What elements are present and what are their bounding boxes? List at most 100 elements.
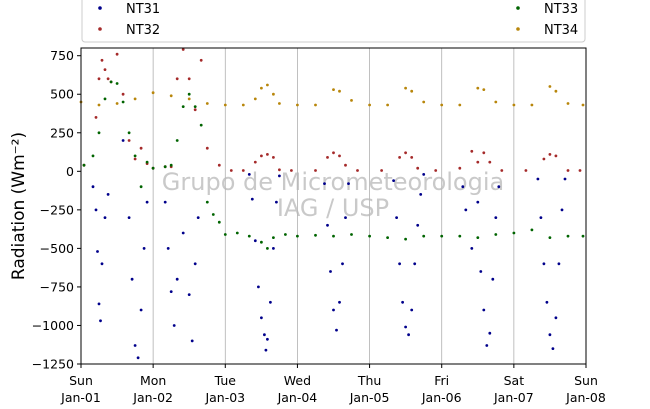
data-point [404, 325, 407, 329]
x-axis: Sun Jan-01 Mon Jan-02 Tue Jan-03 Wed Jan-04 Thu J… [60, 364, 606, 405]
data-point [491, 277, 495, 281]
data-point [205, 200, 209, 204]
data-point [229, 169, 233, 172]
x-tick-day: Sat [504, 373, 525, 388]
data-point [536, 177, 540, 181]
data-point [97, 103, 101, 107]
data-point [548, 236, 552, 240]
data-point [260, 316, 263, 320]
data-point [410, 308, 414, 312]
data-point [169, 163, 173, 167]
data-point [272, 247, 275, 250]
x-tick-date: Jan-01 [60, 390, 101, 405]
data-point [163, 165, 167, 169]
data-point [542, 157, 546, 161]
data-point [269, 300, 272, 304]
data-point [410, 156, 414, 159]
x-tick-day: Wed [284, 373, 311, 388]
data-point [563, 177, 567, 181]
data-point [350, 233, 353, 236]
data-point [196, 216, 200, 220]
y-tick-label: 250 [50, 125, 74, 140]
data-point [356, 169, 359, 172]
data-point [398, 156, 401, 159]
x-tick-date: Jan-04 [277, 390, 318, 405]
x-tick-day: Sun [69, 373, 93, 388]
data-point [94, 116, 98, 119]
data-point [479, 270, 483, 273]
data-point [488, 160, 492, 164]
data-point [205, 146, 209, 150]
legend-label: NT32 [126, 23, 160, 38]
data-point [133, 154, 137, 158]
series-nt31 [91, 139, 567, 360]
data-point [404, 151, 407, 155]
data-point [223, 103, 227, 107]
data-point [545, 300, 549, 304]
data-point [548, 333, 552, 337]
data-point [278, 168, 281, 172]
data-point [368, 103, 371, 107]
data-point [217, 163, 221, 167]
data-point [106, 77, 110, 81]
data-point [103, 68, 107, 71]
data-point [97, 131, 101, 135]
data-point [554, 316, 558, 320]
data-point [470, 247, 474, 250]
x-tick-day: Fri [434, 373, 449, 388]
x-tick-date: Jan-02 [132, 390, 173, 405]
data-point [253, 239, 257, 243]
data-point [121, 139, 125, 142]
series-nt34 [79, 83, 585, 107]
data-point [524, 169, 528, 172]
data-point [395, 216, 398, 220]
data-point [266, 247, 269, 250]
data-point [476, 236, 480, 240]
data-point [416, 166, 420, 170]
data-point [272, 156, 275, 159]
data-point [332, 234, 335, 238]
data-point [296, 234, 299, 238]
data-point [440, 103, 444, 107]
data-point [347, 182, 350, 186]
data-point [278, 102, 281, 105]
data-point [434, 169, 438, 172]
data-point [548, 153, 552, 156]
legend-box [81, 0, 586, 43]
data-point [440, 234, 444, 238]
data-point [115, 82, 119, 85]
data-point [163, 200, 167, 204]
data-point [344, 216, 347, 220]
legend-label: NT34 [544, 23, 578, 38]
data-point [193, 262, 197, 266]
data-point [494, 216, 498, 220]
data-point [139, 185, 143, 189]
data-point [332, 308, 335, 312]
data-point [581, 234, 585, 238]
data-point [175, 277, 179, 281]
data-point [482, 151, 486, 155]
data-point [458, 234, 462, 238]
data-point [264, 348, 268, 352]
data-point [530, 103, 534, 107]
x-gridlines [152, 48, 515, 364]
data-point [482, 308, 486, 312]
data-point [326, 156, 329, 159]
legend: NT31 NT32 NT33 NT34 [81, 0, 586, 43]
data-point [106, 193, 110, 196]
data-point [458, 166, 462, 170]
data-point [121, 92, 125, 96]
data-point [422, 234, 426, 238]
data-point [250, 197, 254, 201]
data-point [464, 208, 468, 212]
data-point [314, 103, 317, 107]
x-tick-day: Mon [140, 373, 166, 388]
data-point [422, 100, 426, 104]
data-point [193, 105, 197, 108]
data-point [175, 77, 179, 81]
data-point [296, 103, 299, 107]
data-point [253, 97, 257, 101]
data-point [494, 100, 498, 104]
data-point [94, 208, 98, 212]
legend-label: NT31 [126, 2, 160, 17]
